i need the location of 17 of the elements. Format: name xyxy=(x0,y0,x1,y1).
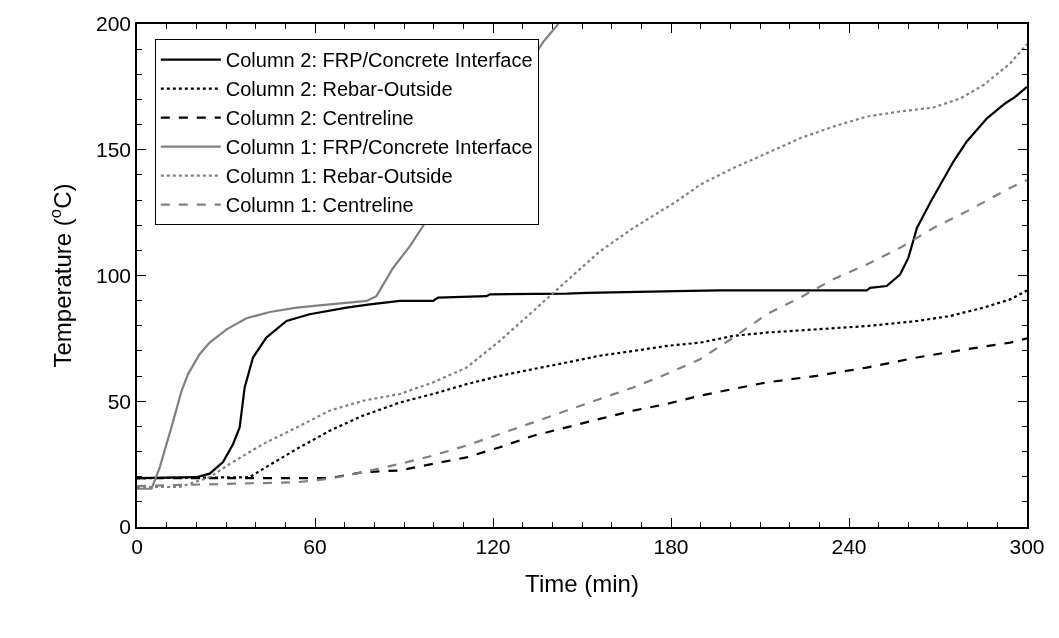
x-axis-title: Time (min) xyxy=(525,569,639,597)
x-tick-label: 60 xyxy=(303,534,327,558)
legend-label: Column 1: Centreline xyxy=(225,194,414,217)
y-tick-label: 50 xyxy=(107,389,132,413)
y-tick-label: 200 xyxy=(96,12,132,36)
y-tick-label: 150 xyxy=(96,138,132,162)
x-tick-label: 120 xyxy=(475,534,511,558)
y-tick-label: 100 xyxy=(96,263,132,287)
x-tick-label: 300 xyxy=(1009,534,1045,558)
y-tick-label: 0 xyxy=(119,515,132,539)
legend-label: Column 2: Centreline xyxy=(225,107,414,130)
x-tick-label: 240 xyxy=(831,534,867,558)
legend-label: Column 1: Rebar-Outside xyxy=(225,165,453,188)
legend-label: Column 1: FRP/Concrete Interface xyxy=(225,136,533,159)
legend-label: Column 2: FRP/Concrete Interface xyxy=(225,49,533,72)
x-tick-label: 180 xyxy=(653,534,689,558)
legend-label: Column 2: Rebar-Outside xyxy=(225,78,453,101)
